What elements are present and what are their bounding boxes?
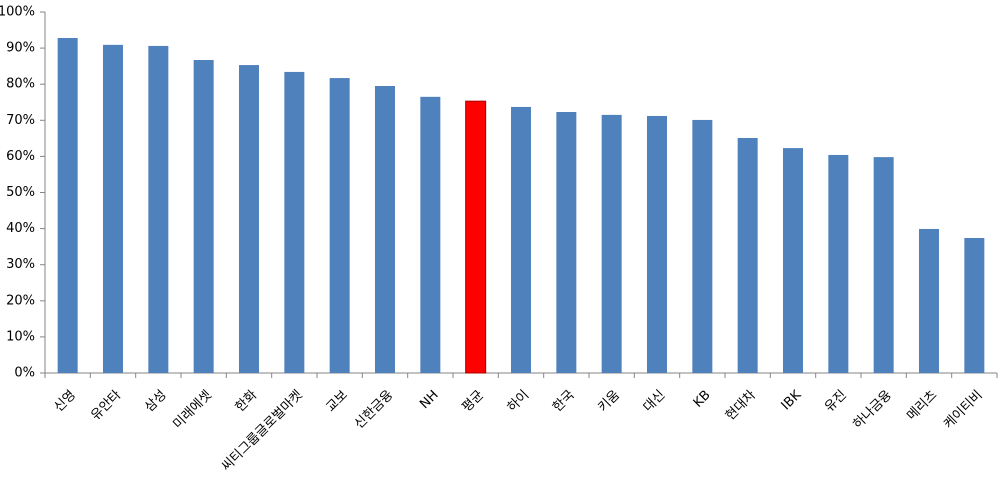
bar	[193, 60, 214, 373]
bar	[103, 44, 123, 373]
y-tick-label: 20%	[6, 293, 35, 308]
x-tick-label: 하이	[505, 388, 533, 416]
y-tick-label: 40%	[6, 221, 35, 236]
x-tick-label: 유진	[822, 388, 850, 416]
x-tick-label: 삼성	[142, 388, 170, 416]
bar	[420, 96, 441, 374]
bar	[284, 71, 305, 374]
x-tick-label: 대신	[641, 388, 669, 416]
x-tick-label: 하나금융	[851, 388, 895, 432]
x-tick-label: KB	[691, 388, 714, 411]
y-tick-label: 50%	[6, 185, 35, 200]
x-tick-label: NH	[417, 388, 441, 412]
bar	[148, 45, 169, 374]
x-tick-label: 씨티그룹글로벌마켓	[219, 388, 306, 475]
x-tick-label: 평균	[459, 388, 487, 416]
bar	[601, 114, 622, 373]
y-tick-label: 100%	[0, 5, 35, 20]
bar	[692, 119, 713, 374]
y-tick-label: 60%	[6, 149, 35, 164]
x-tick-label: IBK	[779, 387, 805, 413]
x-tick-label: 케이티비	[941, 388, 985, 432]
y-tick-label: 80%	[6, 77, 35, 92]
bar	[511, 106, 531, 374]
y-tick-label: 0%	[14, 366, 35, 381]
bar	[783, 148, 803, 373]
y-tick-label: 90%	[6, 41, 35, 56]
x-tick-label: 신한금융	[352, 388, 396, 432]
x-tick-label: 신영	[51, 388, 79, 416]
bar	[375, 86, 395, 373]
bar	[919, 228, 939, 373]
y-tick-label: 70%	[6, 113, 35, 128]
bar	[647, 115, 667, 373]
x-tick-label: 메리츠	[904, 388, 940, 424]
y-tick-label: 10%	[6, 329, 35, 344]
bar	[465, 100, 487, 374]
bar	[873, 157, 894, 373]
bar	[964, 237, 985, 373]
x-tick-label: 유안타	[88, 388, 124, 424]
x-tick-label: 키움	[595, 388, 623, 416]
bar	[57, 37, 78, 373]
x-tick-label: 교보	[323, 388, 351, 416]
x-tick-label: 미래에셋	[171, 388, 215, 432]
x-tick-label: 한화	[233, 388, 261, 416]
x-tick-label: 한국	[550, 388, 578, 416]
x-tick-label: 현대차	[723, 388, 759, 424]
bar	[239, 65, 259, 373]
y-tick-label: 30%	[6, 257, 35, 272]
bar	[329, 78, 350, 374]
bar	[737, 137, 758, 373]
bar	[556, 111, 577, 373]
bar	[828, 154, 849, 373]
